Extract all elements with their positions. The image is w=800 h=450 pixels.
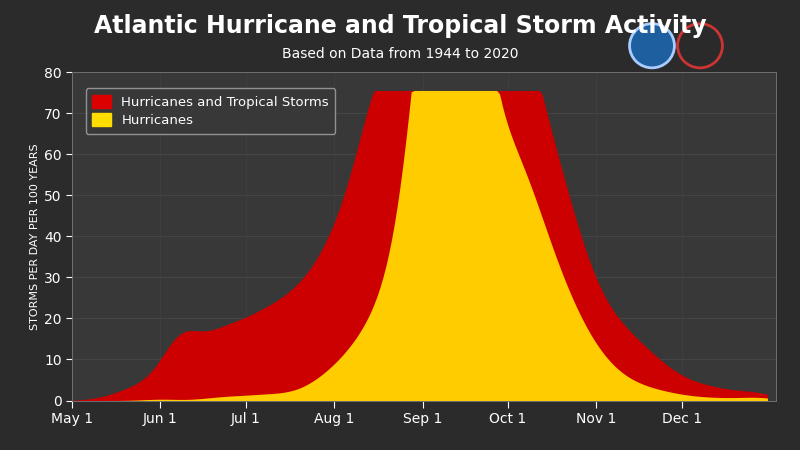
Text: Atlantic Hurricane and Tropical Storm Activity: Atlantic Hurricane and Tropical Storm Ac…: [94, 14, 706, 37]
Circle shape: [630, 24, 674, 68]
Text: Based on Data from 1944 to 2020: Based on Data from 1944 to 2020: [282, 47, 518, 61]
Circle shape: [678, 24, 722, 68]
Legend: Hurricanes and Tropical Storms, Hurricanes: Hurricanes and Tropical Storms, Hurrican…: [86, 89, 335, 134]
Y-axis label: STORMS PER DAY PER 100 YEARS: STORMS PER DAY PER 100 YEARS: [30, 143, 40, 329]
